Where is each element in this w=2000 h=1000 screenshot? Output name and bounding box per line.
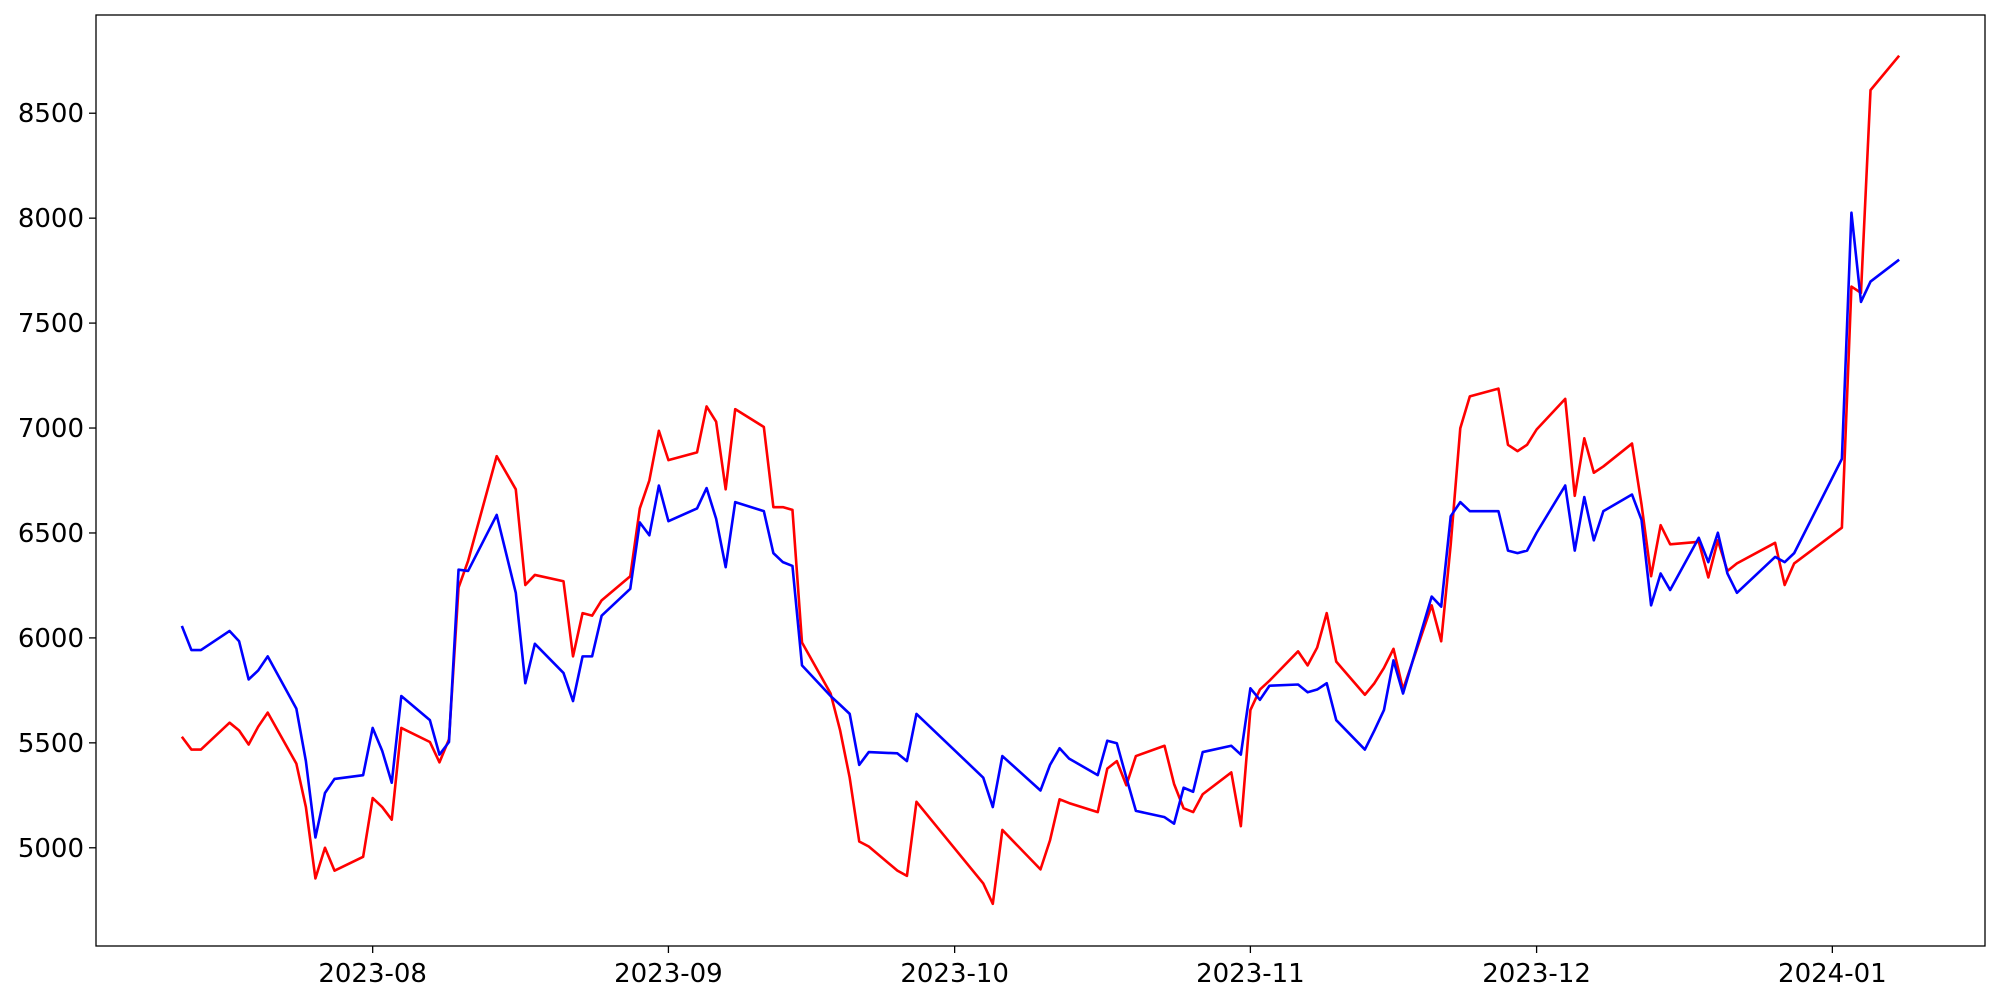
y-tick-label: 6000 xyxy=(18,624,84,654)
y-tick-label: 8500 xyxy=(18,99,84,129)
y-tick-label: 8000 xyxy=(18,204,84,234)
x-tick-label: 2023-08 xyxy=(318,959,427,989)
line-series xyxy=(180,54,1901,906)
x-tick-label: 2023-09 xyxy=(614,959,723,989)
axes-frame xyxy=(95,14,1986,947)
y-tick-label: 7000 xyxy=(18,414,84,444)
x-tick-label: 2023-10 xyxy=(900,959,1009,989)
y-tick-label: 7500 xyxy=(18,309,84,339)
line-series xyxy=(180,211,1900,839)
y-tick-label: 5000 xyxy=(18,834,84,864)
plot-area xyxy=(180,54,1901,906)
y-tick-label: 6500 xyxy=(18,519,84,549)
x-tick-label: 2024-01 xyxy=(1778,959,1887,989)
x-tick-label: 2023-12 xyxy=(1482,959,1591,989)
y-tick-label: 5500 xyxy=(18,729,84,759)
x-tick-label: 2023-11 xyxy=(1196,959,1305,989)
